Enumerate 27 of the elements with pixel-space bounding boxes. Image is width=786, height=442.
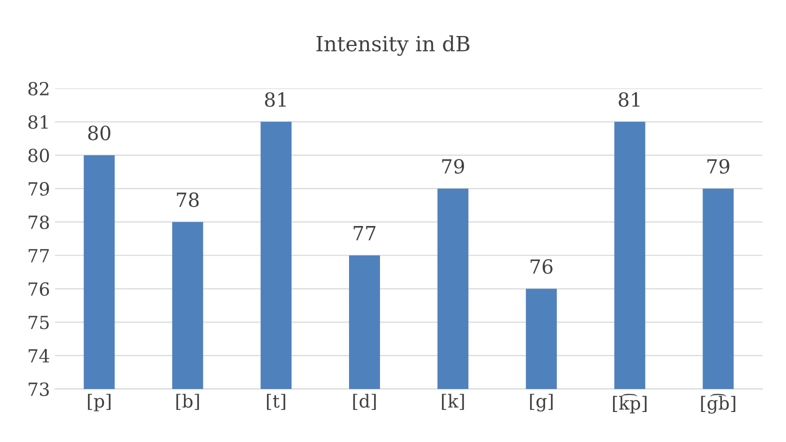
y-tick-label: 80: [28, 148, 49, 162]
data-label: 78: [176, 192, 199, 208]
data-label: 79: [707, 159, 730, 174]
x-tick-label: [k͡p]: [613, 394, 647, 414]
y-tick-label: 75: [28, 316, 49, 330]
y-tick-label: 77: [28, 249, 49, 262]
x-tick-label: [k]: [442, 394, 464, 410]
data-label: 76: [530, 259, 553, 274]
x-tick-label: [g]: [530, 394, 553, 412]
data-label: 81: [265, 92, 286, 107]
data-label: 81: [618, 92, 640, 107]
y-tick-label: 82: [28, 82, 48, 96]
data-label: 79: [442, 159, 464, 174]
x-tick-label: [g͡b]: [701, 394, 736, 414]
x-tick-label: [t]: [266, 394, 286, 410]
y-tick-label: 73: [28, 382, 49, 396]
y-tick-label: 76: [28, 282, 50, 296]
y-tick-label: 79: [28, 182, 49, 196]
chart-title: Intensity in dB: [316, 35, 470, 56]
y-tick-label: 74: [28, 349, 50, 362]
data-label: 80: [88, 126, 110, 140]
x-tick-label: [b]: [176, 394, 199, 410]
x-tick-label: [d]: [353, 394, 376, 410]
x-tick-label: [p]: [88, 394, 111, 412]
y-tick-label: 81: [28, 115, 48, 129]
y-tick-label: 78: [28, 215, 49, 230]
data-label: 77: [354, 226, 376, 240]
